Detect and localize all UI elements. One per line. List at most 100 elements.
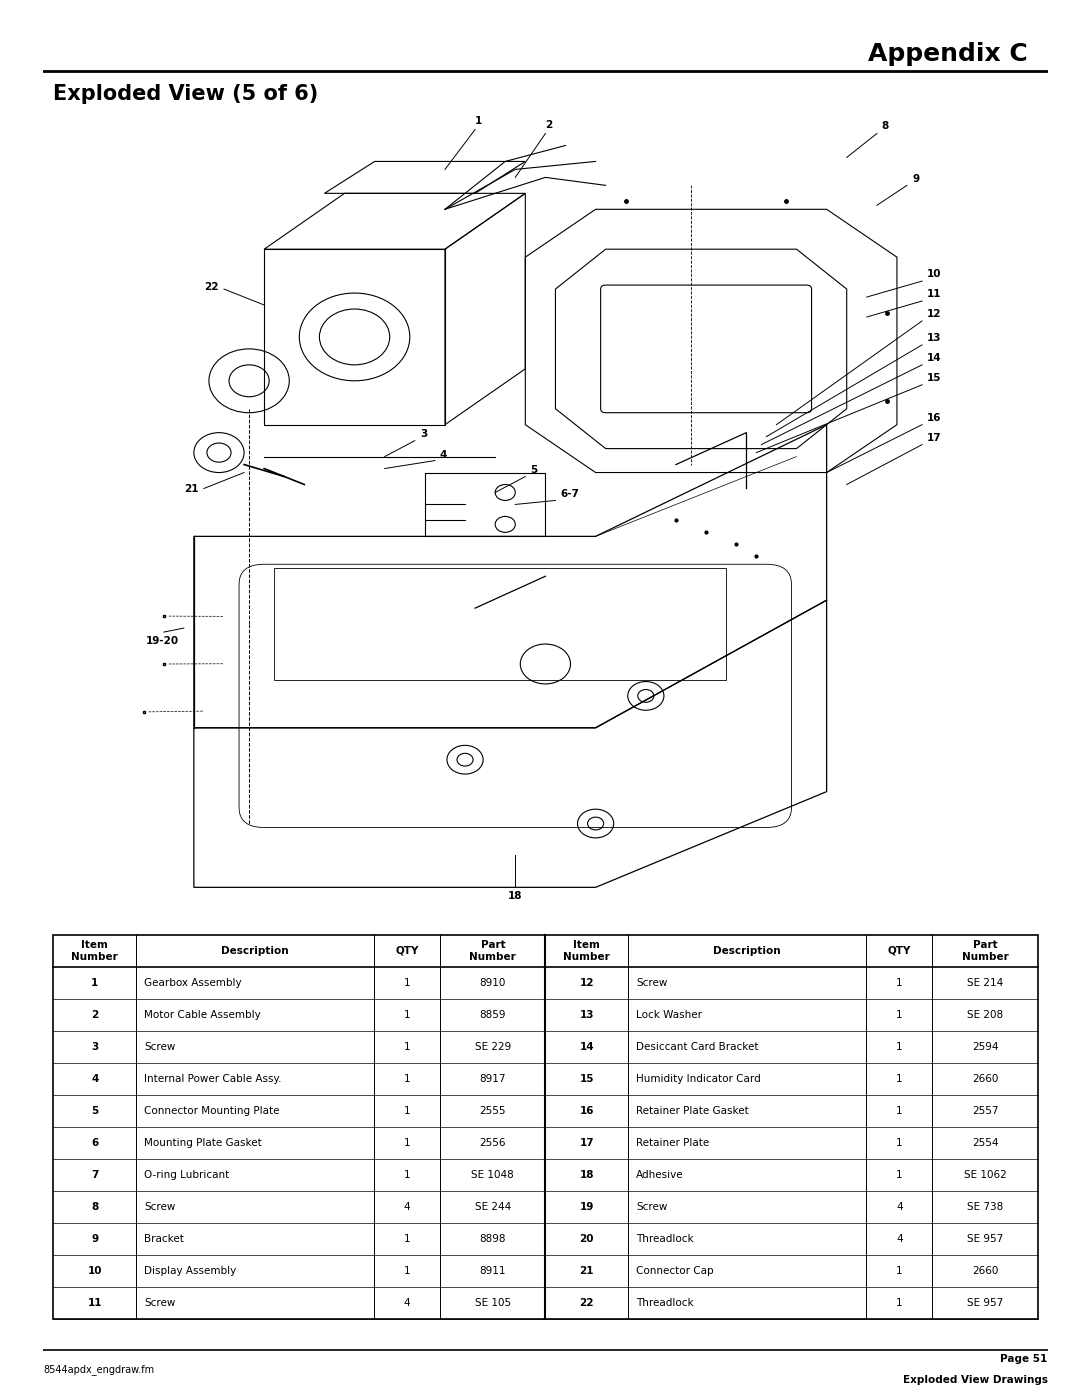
Text: Mounting Plate Gasket: Mounting Plate Gasket: [145, 1139, 262, 1148]
Text: Item
Number: Item Number: [71, 940, 118, 961]
Text: 1: 1: [896, 1106, 903, 1116]
Text: 8859: 8859: [480, 1010, 507, 1020]
Text: 1: 1: [896, 1139, 903, 1148]
Text: Desiccant Card Bracket: Desiccant Card Bracket: [636, 1042, 759, 1052]
Text: 11: 11: [87, 1298, 102, 1308]
Text: Screw: Screw: [145, 1298, 176, 1308]
Text: 8: 8: [91, 1201, 98, 1213]
Text: 12: 12: [580, 978, 594, 988]
Text: 16: 16: [580, 1106, 594, 1116]
Text: Description: Description: [221, 946, 288, 956]
Text: 1: 1: [404, 1042, 410, 1052]
Text: Screw: Screw: [636, 1201, 667, 1213]
Text: Adhesive: Adhesive: [636, 1169, 684, 1180]
Text: 4: 4: [91, 1074, 98, 1084]
Text: 13: 13: [580, 1010, 594, 1020]
Text: Part
Number: Part Number: [961, 940, 1009, 961]
Text: Bracket: Bracket: [145, 1234, 184, 1243]
Text: Exploded View (5 of 6): Exploded View (5 of 6): [53, 84, 319, 103]
Text: Screw: Screw: [145, 1201, 176, 1213]
Text: 1: 1: [404, 1234, 410, 1243]
Text: 9: 9: [91, 1234, 98, 1243]
Text: 13: 13: [927, 334, 942, 344]
Text: 4: 4: [404, 1201, 410, 1213]
Text: O-ring Lubricant: O-ring Lubricant: [145, 1169, 229, 1180]
Text: 8: 8: [882, 122, 889, 131]
Text: 16: 16: [927, 414, 942, 423]
Text: 21: 21: [580, 1266, 594, 1275]
Text: 1: 1: [896, 1169, 903, 1180]
Text: 12: 12: [927, 309, 942, 320]
Text: Screw: Screw: [636, 978, 667, 988]
Text: Humidity Indicator Card: Humidity Indicator Card: [636, 1074, 761, 1084]
Text: 5: 5: [91, 1106, 98, 1116]
Text: 19-20: 19-20: [146, 636, 179, 645]
Text: 4: 4: [440, 450, 447, 460]
Text: 8917: 8917: [480, 1074, 507, 1084]
Text: 6-7: 6-7: [561, 489, 579, 499]
Text: Retainer Plate: Retainer Plate: [636, 1139, 710, 1148]
Text: 1: 1: [404, 1139, 410, 1148]
Text: 2: 2: [91, 1010, 98, 1020]
Text: 2557: 2557: [972, 1106, 998, 1116]
Text: SE 1062: SE 1062: [963, 1169, 1007, 1180]
Text: 15: 15: [927, 373, 942, 383]
Text: QTY: QTY: [395, 946, 419, 956]
Text: 19: 19: [580, 1201, 594, 1213]
Bar: [274, 569, 726, 680]
Text: 2556: 2556: [480, 1139, 507, 1148]
Text: 2660: 2660: [972, 1074, 998, 1084]
Text: Connector Mounting Plate: Connector Mounting Plate: [145, 1106, 280, 1116]
Text: 1: 1: [404, 1266, 410, 1275]
Text: 18: 18: [580, 1169, 594, 1180]
Text: 1: 1: [896, 978, 903, 988]
Text: Internal Power Cable Assy.: Internal Power Cable Assy.: [145, 1074, 282, 1084]
Text: 2594: 2594: [972, 1042, 998, 1052]
Text: Display Assembly: Display Assembly: [145, 1266, 237, 1275]
Text: Threadlock: Threadlock: [636, 1298, 694, 1308]
Text: 4: 4: [896, 1201, 903, 1213]
Text: 4: 4: [896, 1234, 903, 1243]
Text: 5: 5: [530, 465, 538, 475]
Text: 1: 1: [404, 1106, 410, 1116]
Text: 8898: 8898: [480, 1234, 507, 1243]
Text: 10: 10: [927, 270, 942, 279]
Text: 1: 1: [404, 1169, 410, 1180]
Text: Description: Description: [714, 946, 781, 956]
Text: 9: 9: [912, 173, 919, 184]
Text: 1: 1: [896, 1266, 903, 1275]
Text: SE 244: SE 244: [475, 1201, 511, 1213]
Text: 22: 22: [580, 1298, 594, 1308]
Text: 14: 14: [580, 1042, 594, 1052]
Text: 21: 21: [185, 485, 199, 495]
Text: 14: 14: [927, 353, 942, 363]
Bar: [53, 935, 1038, 1319]
Text: SE 738: SE 738: [967, 1201, 1003, 1213]
Text: 18: 18: [508, 891, 523, 901]
Text: Exploded View Drawings: Exploded View Drawings: [903, 1375, 1048, 1384]
Text: 20: 20: [580, 1234, 594, 1243]
Text: 1: 1: [91, 978, 98, 988]
Text: Lock Washer: Lock Washer: [636, 1010, 702, 1020]
Text: SE 105: SE 105: [475, 1298, 511, 1308]
Text: 8910: 8910: [480, 978, 507, 988]
Text: 1: 1: [896, 1298, 903, 1308]
Text: 8544apdx_engdraw.fm: 8544apdx_engdraw.fm: [43, 1363, 154, 1375]
Text: Part
Number: Part Number: [470, 940, 516, 961]
Text: 1: 1: [404, 1074, 410, 1084]
Text: 15: 15: [580, 1074, 594, 1084]
Text: 3: 3: [420, 429, 427, 439]
Text: 2: 2: [545, 120, 553, 130]
Text: SE 229: SE 229: [475, 1042, 511, 1052]
Text: Screw: Screw: [145, 1042, 176, 1052]
Text: 1: 1: [404, 978, 410, 988]
Text: SE 214: SE 214: [967, 978, 1003, 988]
Text: SE 957: SE 957: [967, 1234, 1003, 1243]
Text: Gearbox Assembly: Gearbox Assembly: [145, 978, 242, 988]
Text: Item
Number: Item Number: [564, 940, 610, 961]
Text: Motor Cable Assembly: Motor Cable Assembly: [145, 1010, 261, 1020]
Text: 2660: 2660: [972, 1266, 998, 1275]
Text: 8911: 8911: [480, 1266, 507, 1275]
Text: 6: 6: [91, 1139, 98, 1148]
Text: Page 51: Page 51: [1000, 1354, 1048, 1363]
